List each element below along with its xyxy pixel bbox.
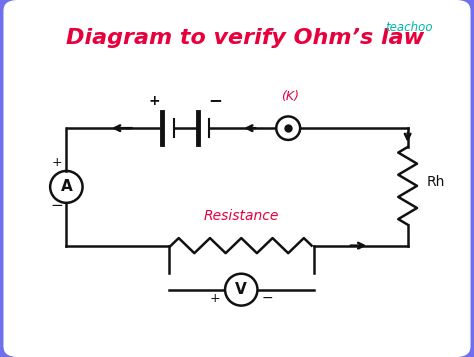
Text: +: + (52, 156, 62, 169)
Text: Diagram to verify Ohm’s law: Diagram to verify Ohm’s law (66, 28, 425, 48)
Text: −: − (208, 91, 222, 109)
Text: +: + (148, 94, 160, 108)
Text: V: V (236, 282, 247, 297)
Text: Rh: Rh (427, 175, 445, 188)
Text: +: + (210, 292, 220, 305)
Text: −: − (262, 291, 273, 305)
Text: −: − (51, 198, 64, 213)
Text: (K): (K) (282, 90, 299, 103)
Text: A: A (61, 179, 72, 195)
Text: Resistance: Resistance (203, 208, 279, 222)
Text: teachoo: teachoo (386, 21, 433, 34)
